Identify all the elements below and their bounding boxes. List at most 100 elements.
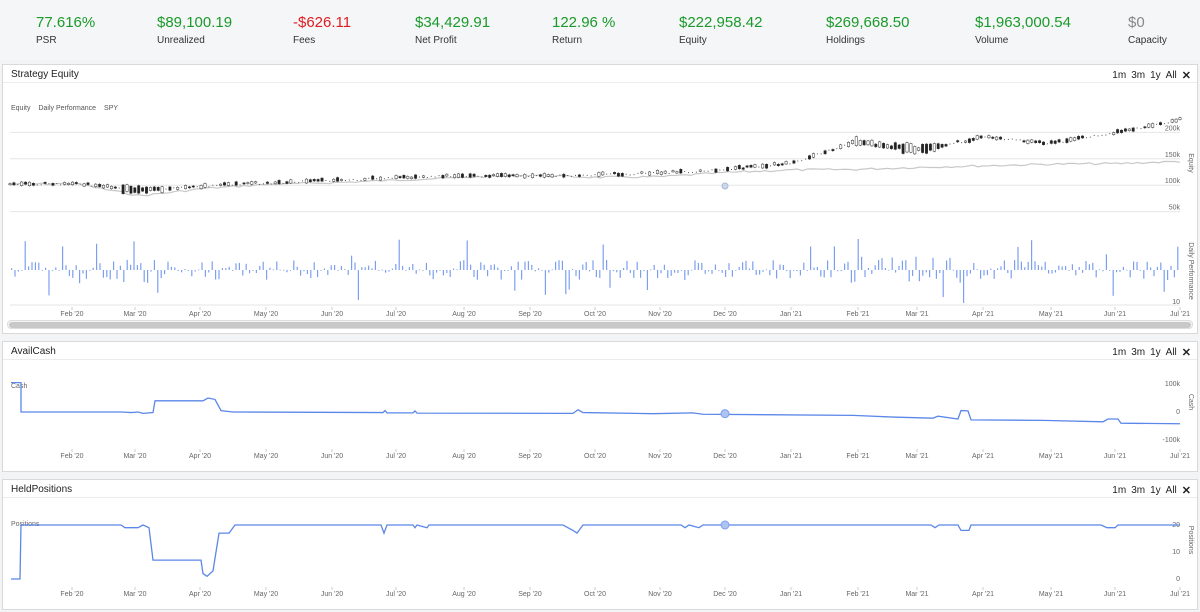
perf-bar bbox=[143, 270, 145, 283]
perf-bar bbox=[507, 270, 509, 271]
perf-bar bbox=[306, 270, 308, 274]
equity-point bbox=[984, 136, 986, 138]
perf-bar bbox=[1044, 261, 1046, 270]
cash-line bbox=[11, 381, 1181, 425]
equity-point bbox=[653, 171, 654, 173]
perf-bar bbox=[68, 270, 70, 276]
perf-bar bbox=[752, 261, 754, 270]
stat-value: $269,668.50 bbox=[826, 14, 910, 31]
scrollbar-thumb[interactable] bbox=[9, 322, 1191, 328]
perf-bar bbox=[694, 260, 696, 270]
equity-chart[interactable]: 200k 150k 100k 50k Equity Daily Performance 10… bbox=[3, 65, 1199, 335]
perf-bar bbox=[109, 270, 111, 280]
perf-bar bbox=[17, 270, 19, 272]
range-all-button[interactable]: All bbox=[1165, 70, 1177, 81]
perf-bar bbox=[667, 270, 669, 279]
range-3m-button[interactable]: 3m bbox=[1131, 347, 1146, 358]
perf-bar bbox=[344, 269, 346, 270]
equity-candle bbox=[421, 175, 425, 178]
equity-point bbox=[165, 188, 167, 190]
perf-bar bbox=[1078, 267, 1080, 270]
legend-spy[interactable]: SPY bbox=[104, 105, 119, 112]
close-icon[interactable]: ✕ bbox=[1181, 347, 1191, 359]
stat-value: $34,429.91 bbox=[415, 14, 491, 31]
x-tick-label: Jul '20 bbox=[386, 591, 406, 598]
perf-bar bbox=[786, 270, 788, 272]
legend-daily-performance[interactable]: Daily Performance bbox=[38, 105, 97, 112]
range-all-button[interactable]: All bbox=[1165, 485, 1177, 496]
perf-bar bbox=[1041, 266, 1043, 270]
equity-point bbox=[356, 180, 358, 182]
range-3m-button[interactable]: 3m bbox=[1131, 485, 1146, 496]
perf-bar bbox=[1085, 261, 1087, 270]
stat-net-profit: $34,429.91 Net Profit bbox=[415, 13, 490, 48]
stat-label: Net Profit bbox=[415, 35, 457, 46]
range-1y-button[interactable]: 1y bbox=[1150, 70, 1161, 81]
stat-label: Fees bbox=[293, 35, 316, 46]
navigator-scrollbar[interactable] bbox=[7, 320, 1193, 329]
x-tick-label: Jun '21 bbox=[1104, 453, 1126, 460]
equity-point bbox=[1089, 136, 1091, 138]
equity-candle bbox=[406, 176, 410, 179]
perf-bar bbox=[361, 267, 363, 270]
equity-point bbox=[1109, 133, 1111, 135]
perf-bar bbox=[850, 270, 852, 283]
perf-bar bbox=[514, 270, 516, 291]
perf-bar bbox=[449, 270, 451, 277]
close-icon[interactable]: ✕ bbox=[1181, 70, 1191, 82]
perf-bar bbox=[748, 268, 750, 270]
perf-bar bbox=[901, 260, 903, 270]
equity-point bbox=[684, 170, 686, 172]
equity-point bbox=[1019, 139, 1021, 141]
x-tick-label: Feb '21 bbox=[846, 591, 869, 598]
perf-bar bbox=[997, 268, 999, 270]
equity-candle bbox=[1049, 140, 1053, 144]
equity-point bbox=[719, 169, 721, 171]
stat-value: $89,100.19 bbox=[157, 14, 233, 31]
range-all-button[interactable]: All bbox=[1165, 347, 1177, 358]
perf-bar bbox=[1099, 269, 1101, 271]
perf-bar bbox=[660, 270, 662, 274]
range-1m-button[interactable]: 1m bbox=[1112, 70, 1127, 81]
equity-candle bbox=[1116, 129, 1120, 134]
legend-equity[interactable]: Equity bbox=[11, 105, 31, 112]
equity-candle bbox=[1151, 123, 1155, 128]
x-tick-label: Feb '21 bbox=[846, 311, 869, 318]
perf-bar bbox=[204, 270, 206, 277]
perf-bar bbox=[106, 270, 108, 278]
perf-bar bbox=[558, 260, 560, 270]
perf-bar bbox=[939, 270, 941, 274]
range-1m-button[interactable]: 1m bbox=[1112, 347, 1127, 358]
equity-point bbox=[571, 175, 573, 177]
perf-bar bbox=[830, 270, 832, 278]
equity-candle bbox=[905, 142, 909, 153]
perf-bar bbox=[113, 261, 115, 270]
perf-bar bbox=[606, 260, 608, 270]
equity-candle bbox=[176, 186, 180, 190]
equity-point bbox=[949, 143, 951, 145]
perf-bar bbox=[878, 259, 880, 270]
close-icon[interactable]: ✕ bbox=[1181, 485, 1191, 497]
range-selector: 1m 3m 1y All ✕ bbox=[1112, 346, 1191, 359]
equity-point bbox=[633, 174, 635, 176]
x-tick-label: May '21 bbox=[1039, 591, 1063, 598]
equity-point bbox=[668, 172, 670, 174]
perf-bar bbox=[1034, 261, 1036, 270]
range-1y-button[interactable]: 1y bbox=[1150, 485, 1161, 496]
range-1m-button[interactable]: 1m bbox=[1112, 485, 1127, 496]
equity-candle bbox=[765, 164, 769, 169]
equity-point bbox=[1011, 138, 1013, 140]
equity-candle bbox=[1026, 139, 1030, 144]
range-3m-button[interactable]: 3m bbox=[1131, 70, 1146, 81]
equity-candle bbox=[28, 181, 31, 186]
perf-bar bbox=[92, 267, 94, 270]
equity-candle bbox=[191, 185, 195, 188]
range-1y-button[interactable]: 1y bbox=[1150, 347, 1161, 358]
perf-bar bbox=[946, 260, 948, 270]
perf-bar bbox=[255, 270, 257, 274]
perf-bar bbox=[1058, 265, 1060, 270]
perf-bar bbox=[959, 270, 961, 283]
stat-unrealized: $89,100.19 Unrealized bbox=[157, 13, 232, 48]
availcash-chart[interactable]: 100k 0 -100k Cash Cash Feb '20 Mar '20 Apr '20 M… bbox=[3, 342, 1199, 473]
